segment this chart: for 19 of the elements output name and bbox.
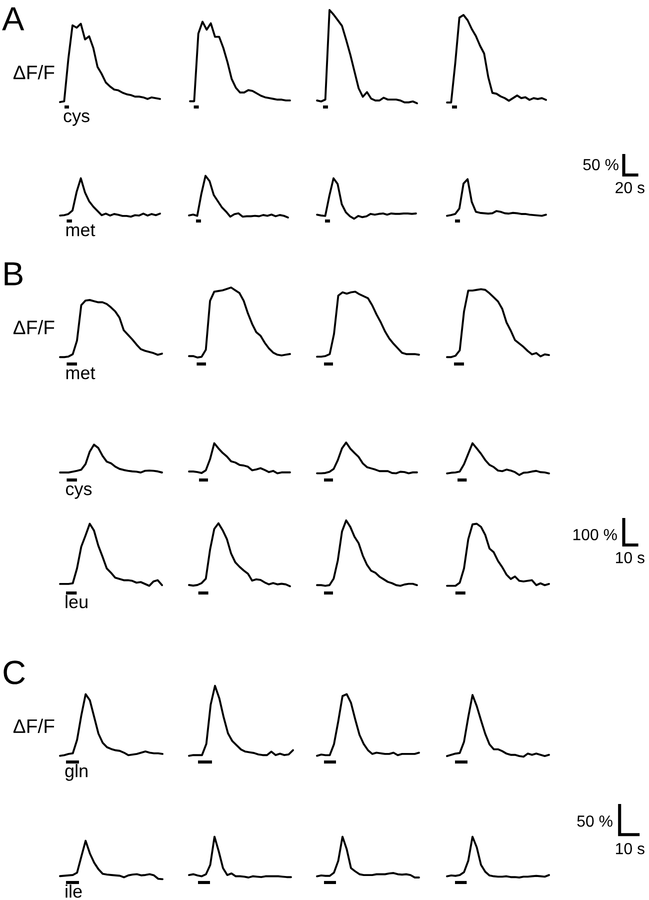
- x-axis-title: leu: [66, 595, 88, 608]
- text: 100 %: [573, 528, 617, 540]
- y-axis-title: ΔF/F: [13, 718, 54, 734]
- x-axis-title: cys: [66, 485, 92, 499]
- y-axis-title: ΔF/F: [13, 320, 54, 334]
- x-axis-title: met: [66, 367, 96, 380]
- text: 10 s: [616, 842, 644, 854]
- text: 50 %: [583, 158, 618, 170]
- x-axis-title: met: [66, 224, 96, 236]
- text: 50 %: [577, 815, 612, 827]
- chart-title: C: [4, 660, 25, 684]
- text: 20 s: [616, 182, 644, 194]
- chart-title: A: [2, 7, 24, 30]
- text: 10 s: [616, 552, 644, 564]
- chart-title: B: [4, 262, 22, 286]
- y-axis-title: ΔF/F: [13, 65, 54, 80]
- x-axis-title: cys: [64, 112, 90, 126]
- x-axis-title: ile: [66, 884, 82, 898]
- x-axis-title: gln: [65, 764, 88, 781]
